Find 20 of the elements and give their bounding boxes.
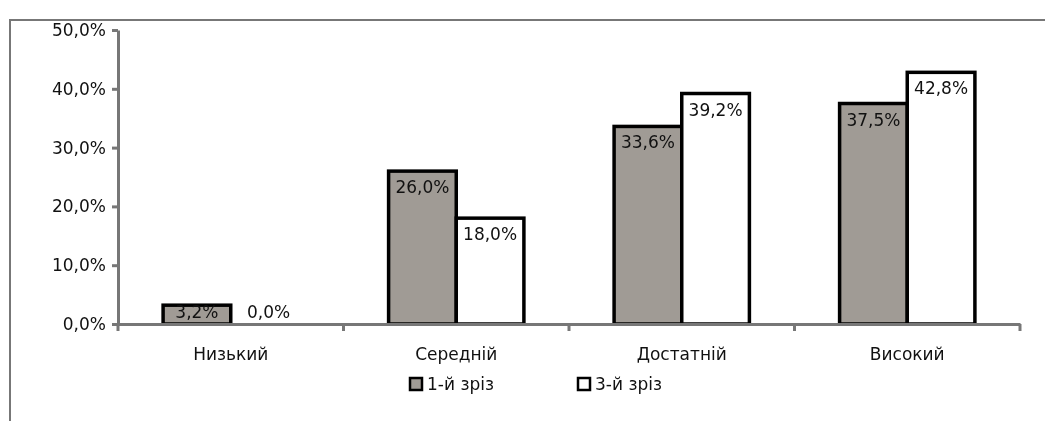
text: 0,0% — [246, 302, 291, 322]
y-tick-label: 20,0% — [51, 196, 106, 217]
y-tick-label: 50,0% — [51, 19, 106, 40]
text: 3,2% — [175, 302, 219, 322]
y-tick-label: 40,0% — [51, 78, 106, 99]
text: 18,0% — [463, 224, 518, 245]
x-tick-label: Середній — [415, 344, 498, 365]
text: 42,8% — [914, 78, 969, 99]
x-tick-label: Достатній — [636, 344, 727, 365]
text: 33,6% — [620, 132, 675, 153]
text: 37,5% — [846, 109, 901, 130]
legend-label: 3-й зріз — [595, 374, 662, 394]
text: 26,0% — [395, 177, 450, 198]
y-tick-label: 10,0% — [51, 255, 106, 276]
legend-label: 1-й зріз — [427, 374, 494, 394]
y-tick-label: 30,0% — [51, 137, 106, 158]
x-tick-label: Низький — [193, 344, 269, 365]
text: 39,2% — [688, 99, 743, 120]
x-tick-label: Високий — [869, 344, 945, 365]
y-tick-label: 0,0% — [62, 313, 106, 334]
